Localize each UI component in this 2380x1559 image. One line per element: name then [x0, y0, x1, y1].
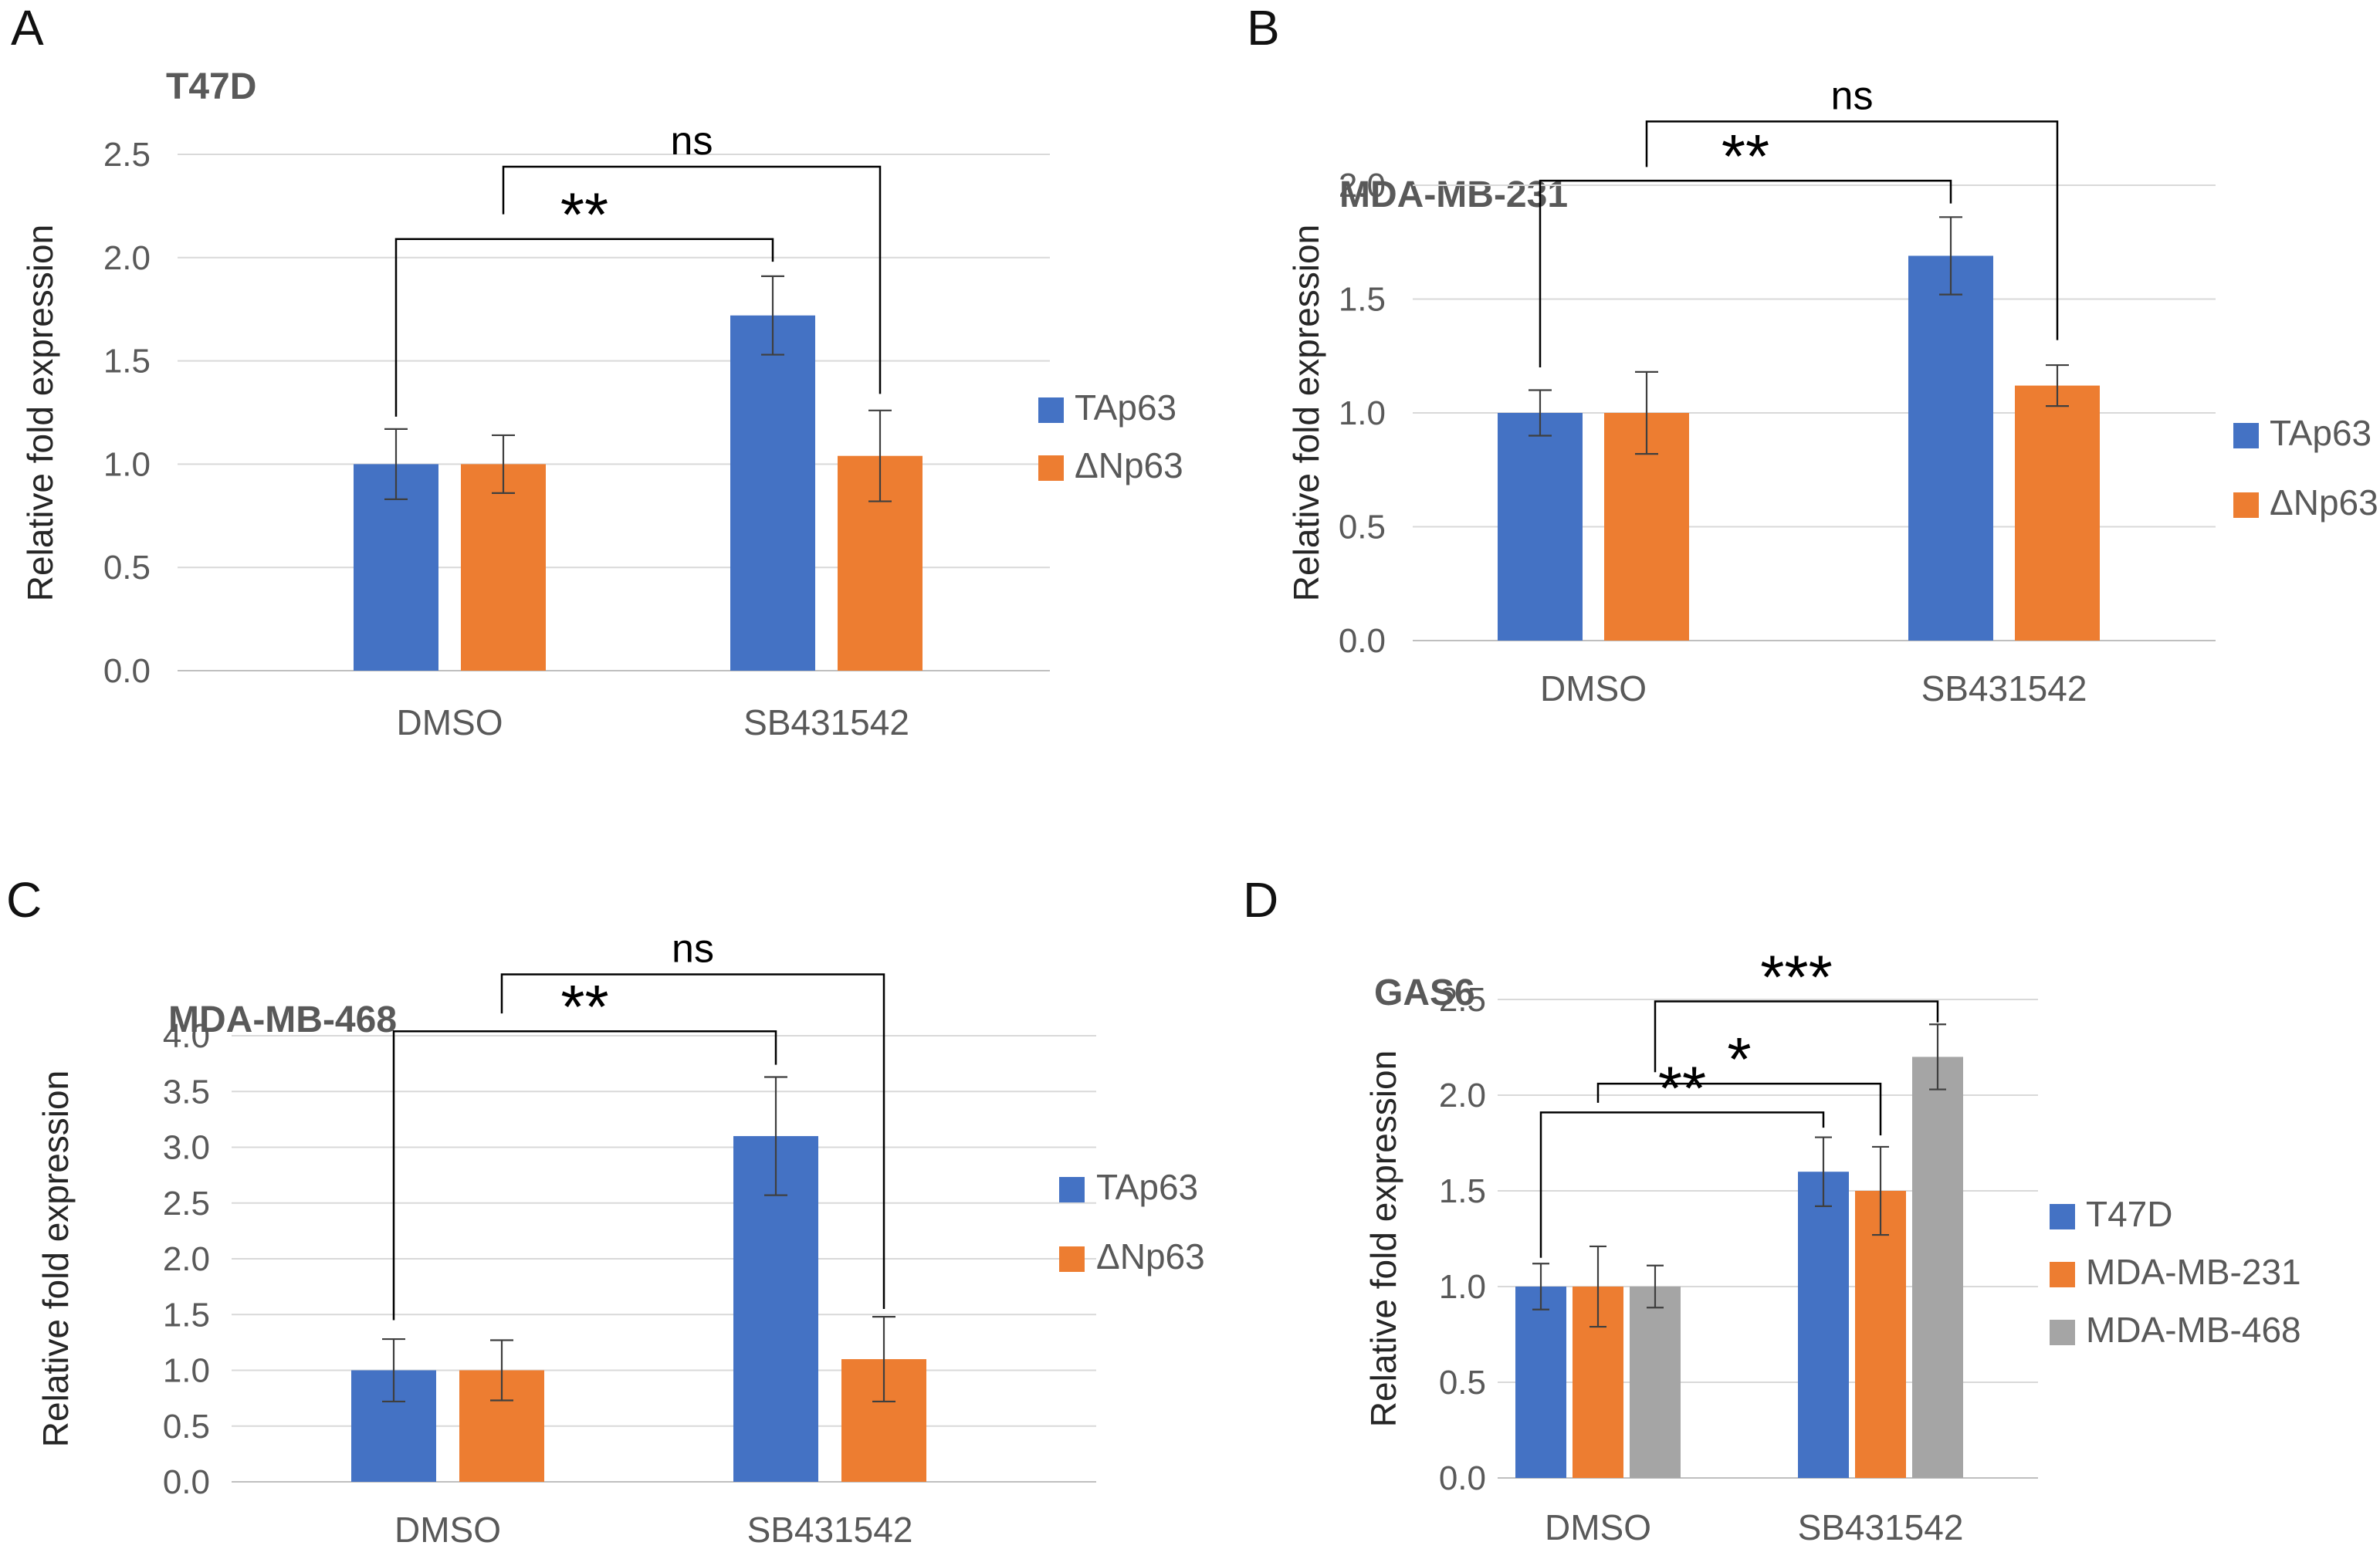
y-tick-label: 0.0 [103, 652, 151, 690]
y-tick-label: 0.0 [163, 1463, 210, 1501]
y-tick-label: 2.0 [1439, 1077, 1486, 1114]
panel-letter: D [1243, 872, 1278, 928]
legend-marker-ΔNp63 [1038, 455, 1064, 481]
legend-marker-ΔNp63 [2233, 492, 2259, 518]
y-axis-label: Relative fold expression [1286, 225, 1326, 601]
y-tick-label: 3.5 [163, 1073, 210, 1111]
y-tick-label: 2.0 [163, 1240, 210, 1278]
y-tick-label: 1.5 [103, 343, 151, 380]
significance-label: ns [1831, 73, 1874, 118]
y-tick-label: 0.5 [1439, 1364, 1486, 1402]
y-axis-label: Relative fold expression [1363, 1050, 1403, 1427]
x-category-label: DMSO [1545, 1507, 1651, 1547]
significance-label: ** [1658, 1053, 1706, 1122]
significance-bracket [1539, 1111, 1825, 1258]
significance-bracket [502, 165, 882, 394]
legend-marker-TAp63 [1059, 1177, 1085, 1202]
legend-label: ΔNp63 [2270, 482, 2378, 522]
legend-marker-TAp63 [2233, 423, 2259, 448]
chart-title: MDA-MB-231 [1339, 174, 1568, 215]
x-category-label: SB431542 [743, 702, 909, 742]
x-category-label: SB431542 [1798, 1507, 1964, 1547]
y-tick-label: 0.5 [103, 549, 151, 587]
y-tick-label: 0.5 [1339, 509, 1386, 546]
panel-b: B MDA-MB-231 Relative fold expression 0.0 0.… [1247, 0, 2378, 708]
panel-c: C MDA-MB-468 Relative fold expression 0.0 0.… [6, 872, 1205, 1550]
significance-bracket [392, 1030, 777, 1321]
significance-bracket [1654, 1000, 1939, 1073]
panel-letter: A [11, 0, 44, 56]
bar-TAp63-SB431542 [730, 315, 815, 671]
significance-bracket [394, 238, 774, 417]
y-tick-label: 0.0 [1339, 622, 1386, 660]
bar-MDA-MB-468-DMSO [1630, 1287, 1681, 1478]
y-axis-label: Relative fold expression [36, 1070, 76, 1447]
y-tick-label: 2.5 [163, 1185, 210, 1223]
chart-title: MDA-MB-468 [168, 999, 397, 1040]
legend-marker-MDA-MB-468 [2050, 1320, 2075, 1345]
legend-label: T47D [2086, 1194, 2172, 1234]
x-category-label: DMSO [397, 702, 503, 742]
legend-label: MDA-MB-468 [2086, 1310, 2301, 1350]
chart-title: T47D [166, 66, 256, 107]
significance-label: * [1727, 1025, 1751, 1094]
x-category-label: DMSO [1540, 668, 1647, 708]
significance-label: ** [560, 181, 608, 249]
legend-label: TAp63 [1096, 1167, 1198, 1207]
y-tick-label: 1.5 [1339, 281, 1386, 319]
y-axis-label: Relative fold expression [20, 225, 60, 601]
panel-a: A T47D Relative fold expression 0.0 0.5 1.0 1.… [11, 0, 1183, 742]
x-category-label: SB431542 [1921, 668, 2087, 708]
legend-marker-MDA-MB-231 [2050, 1262, 2075, 1287]
legend-label: MDA-MB-231 [2086, 1252, 2301, 1292]
y-tick-label: 1.0 [163, 1352, 210, 1390]
x-category-label: DMSO [394, 1510, 501, 1550]
legend-label: ΔNp63 [1075, 445, 1183, 485]
panel-letter: C [6, 872, 42, 928]
y-tick-label: 1.0 [103, 445, 151, 483]
bar-TAp63-DMSO [1498, 413, 1583, 641]
significance-bracket [500, 973, 885, 1310]
y-tick-label: 1.5 [163, 1296, 210, 1334]
significance-bracket [1645, 120, 2059, 340]
significance-label: ** [1722, 122, 1769, 191]
y-tick-label: 2.0 [103, 239, 151, 277]
bar-ΔNp63-SB431542 [2015, 385, 2100, 641]
bar-TAp63-SB431542 [1908, 255, 1993, 641]
legend-label: TAp63 [2270, 413, 2372, 453]
y-tick-label: 0.0 [1439, 1459, 1486, 1497]
bar-ΔNp63-DMSO [461, 464, 546, 671]
chart-title: GAS6 [1374, 972, 1475, 1013]
y-tick-label: 4.0 [163, 1017, 210, 1055]
legend-marker-TAp63 [1038, 397, 1064, 423]
y-tick-label: 0.5 [163, 1408, 210, 1446]
y-tick-label: 2.5 [1439, 981, 1486, 1019]
significance-bracket [1596, 1082, 1882, 1136]
y-tick-label: 3.0 [163, 1129, 210, 1167]
panel-letter: B [1247, 0, 1280, 56]
bar-T47D-DMSO [1515, 1287, 1566, 1478]
bar-MDA-MB-468-SB431542 [1912, 1057, 1963, 1478]
y-tick-label: 1.5 [1439, 1172, 1486, 1210]
legend-marker-ΔNp63 [1059, 1246, 1085, 1272]
legend-label: TAp63 [1075, 387, 1176, 428]
y-tick-label: 2.5 [103, 136, 151, 174]
significance-label: ** [560, 972, 608, 1041]
x-category-label: SB431542 [747, 1510, 913, 1550]
significance-bracket [1539, 179, 1952, 367]
significance-label: ns [671, 119, 713, 164]
significance-label: *** [1760, 942, 1832, 1011]
significance-label: ns [672, 927, 714, 972]
legend-marker-T47D [2050, 1204, 2075, 1229]
bar-MDA-MB-231-SB431542 [1855, 1191, 1906, 1478]
y-tick-label: 1.0 [1439, 1268, 1486, 1306]
y-tick-label: 2.0 [1339, 167, 1386, 205]
bar-T47D-SB431542 [1798, 1172, 1849, 1478]
legend-label: ΔNp63 [1096, 1236, 1205, 1277]
y-tick-label: 1.0 [1339, 394, 1386, 432]
panel-d: D GAS6 Relative fold expression 0.0 0.5 1.0 1.… [1243, 872, 2301, 1547]
